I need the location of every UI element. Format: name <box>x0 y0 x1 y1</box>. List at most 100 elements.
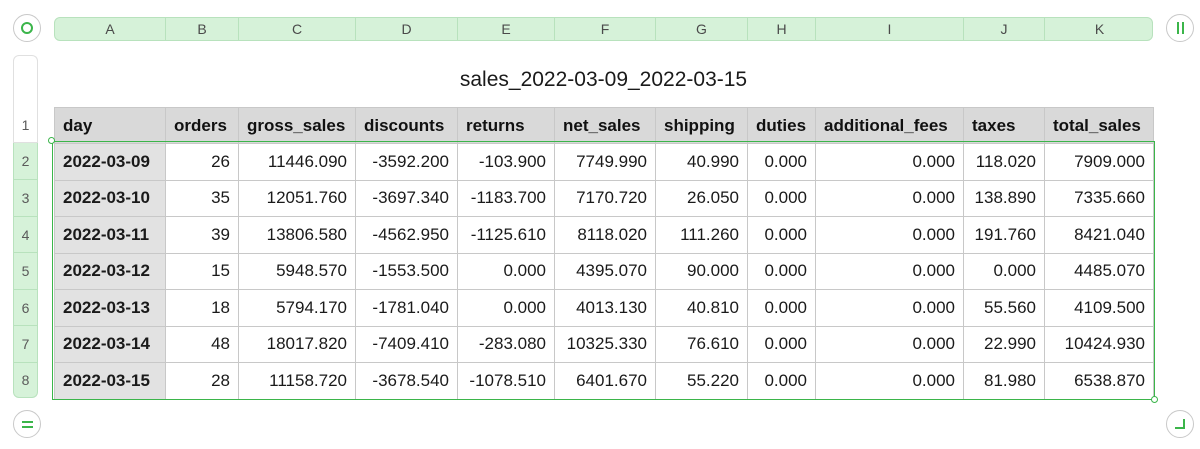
cell-additional-fees[interactable]: 0.000 <box>815 179 964 217</box>
cell-net-sales[interactable]: 4395.070 <box>554 252 656 290</box>
cell-orders[interactable]: 39 <box>165 216 239 254</box>
cell-returns[interactable]: -1183.700 <box>457 179 555 217</box>
cell-day[interactable]: 2022-03-09 <box>54 143 166 181</box>
cell-additional-fees[interactable]: 0.000 <box>815 325 964 363</box>
cell-net-sales[interactable]: 7749.990 <box>554 143 656 181</box>
cell-duties[interactable]: 0.000 <box>747 252 816 290</box>
row-header-1[interactable]: 1 <box>13 107 38 143</box>
row-header-2[interactable]: 2 <box>13 143 38 180</box>
header-cell-total-sales[interactable]: total_sales <box>1044 107 1154 144</box>
cell-gross-sales[interactable]: 5794.170 <box>238 289 356 327</box>
cell-taxes[interactable]: 22.990 <box>963 325 1045 363</box>
cell-total-sales[interactable]: 7909.000 <box>1044 143 1154 181</box>
cell-returns[interactable]: 0.000 <box>457 252 555 290</box>
column-header-e[interactable]: E <box>458 18 555 40</box>
header-cell-additional-fees[interactable]: additional_fees <box>815 107 964 144</box>
resize-table-button[interactable] <box>1166 410 1194 438</box>
cell-net-sales[interactable]: 10325.330 <box>554 325 656 363</box>
cell-discounts[interactable]: -1553.500 <box>355 252 458 290</box>
header-cell-discounts[interactable]: discounts <box>355 107 458 144</box>
cell-total-sales[interactable]: 10424.930 <box>1044 325 1154 363</box>
header-cell-net-sales[interactable]: net_sales <box>554 107 656 144</box>
cell-returns[interactable]: -103.900 <box>457 143 555 181</box>
cell-additional-fees[interactable]: 0.000 <box>815 143 964 181</box>
cell-orders[interactable]: 28 <box>165 362 239 400</box>
cell-duties[interactable]: 0.000 <box>747 179 816 217</box>
cell-net-sales[interactable]: 7170.720 <box>554 179 656 217</box>
header-cell-returns[interactable]: returns <box>457 107 555 144</box>
cell-total-sales[interactable]: 4485.070 <box>1044 252 1154 290</box>
row-header-8[interactable]: 8 <box>13 363 38 398</box>
column-header-i[interactable]: I <box>816 18 964 40</box>
row-handle-button[interactable] <box>13 410 41 438</box>
cell-shipping[interactable]: 76.610 <box>655 325 748 363</box>
column-header-f[interactable]: F <box>555 18 656 40</box>
cell-duties[interactable]: 0.000 <box>747 362 816 400</box>
cell-net-sales[interactable]: 4013.130 <box>554 289 656 327</box>
header-cell-shipping[interactable]: shipping <box>655 107 748 144</box>
row-header-3[interactable]: 3 <box>13 180 38 217</box>
cell-net-sales[interactable]: 8118.020 <box>554 216 656 254</box>
column-header-c[interactable]: C <box>239 18 356 40</box>
selection-handle-top-left[interactable] <box>48 137 55 144</box>
row-header-5[interactable]: 5 <box>13 253 38 290</box>
row-header-7[interactable]: 7 <box>13 326 38 363</box>
cell-gross-sales[interactable]: 11446.090 <box>238 143 356 181</box>
cell-discounts[interactable]: -3697.340 <box>355 179 458 217</box>
cell-orders[interactable]: 15 <box>165 252 239 290</box>
cell-day[interactable]: 2022-03-13 <box>54 289 166 327</box>
cell-taxes[interactable]: 118.020 <box>963 143 1045 181</box>
cell-shipping[interactable]: 26.050 <box>655 179 748 217</box>
cell-discounts[interactable]: -3678.540 <box>355 362 458 400</box>
header-cell-taxes[interactable]: taxes <box>963 107 1045 144</box>
cell-additional-fees[interactable]: 0.000 <box>815 252 964 290</box>
selection-handle-bottom-right[interactable] <box>1151 396 1158 403</box>
column-header-h[interactable]: H <box>748 18 816 40</box>
header-cell-gross-sales[interactable]: gross_sales <box>238 107 356 144</box>
cell-gross-sales[interactable]: 13806.580 <box>238 216 356 254</box>
cell-additional-fees[interactable]: 0.000 <box>815 216 964 254</box>
column-header-g[interactable]: G <box>656 18 748 40</box>
cell-discounts[interactable]: -7409.410 <box>355 325 458 363</box>
cell-total-sales[interactable]: 4109.500 <box>1044 289 1154 327</box>
cell-orders[interactable]: 26 <box>165 143 239 181</box>
cell-returns[interactable]: -1125.610 <box>457 216 555 254</box>
row-header-6[interactable]: 6 <box>13 290 38 326</box>
cell-day[interactable]: 2022-03-10 <box>54 179 166 217</box>
cell-gross-sales[interactable]: 5948.570 <box>238 252 356 290</box>
cell-net-sales[interactable]: 6401.670 <box>554 362 656 400</box>
cell-orders[interactable]: 18 <box>165 289 239 327</box>
cell-duties[interactable]: 0.000 <box>747 325 816 363</box>
cell-shipping[interactable]: 40.810 <box>655 289 748 327</box>
cell-taxes[interactable]: 191.760 <box>963 216 1045 254</box>
cell-total-sales[interactable]: 8421.040 <box>1044 216 1154 254</box>
cell-gross-sales[interactable]: 12051.760 <box>238 179 356 217</box>
cell-returns[interactable]: -1078.510 <box>457 362 555 400</box>
header-cell-day[interactable]: day <box>54 107 166 144</box>
cell-gross-sales[interactable]: 18017.820 <box>238 325 356 363</box>
column-header-d[interactable]: D <box>356 18 458 40</box>
cell-additional-fees[interactable]: 0.000 <box>815 362 964 400</box>
cell-discounts[interactable]: -3592.200 <box>355 143 458 181</box>
cell-shipping[interactable]: 55.220 <box>655 362 748 400</box>
header-cell-orders[interactable]: orders <box>165 107 239 144</box>
cell-duties[interactable]: 0.000 <box>747 143 816 181</box>
cell-total-sales[interactable]: 7335.660 <box>1044 179 1154 217</box>
cell-shipping[interactable]: 90.000 <box>655 252 748 290</box>
cell-taxes[interactable]: 55.560 <box>963 289 1045 327</box>
cell-day[interactable]: 2022-03-12 <box>54 252 166 290</box>
cell-day[interactable]: 2022-03-14 <box>54 325 166 363</box>
column-header-k[interactable]: K <box>1094 21 1105 37</box>
column-header-j[interactable]: J <box>964 18 1045 40</box>
column-header-b[interactable]: B <box>166 18 239 40</box>
cell-returns[interactable]: -283.080 <box>457 325 555 363</box>
cell-discounts[interactable]: -4562.950 <box>355 216 458 254</box>
cell-additional-fees[interactable]: 0.000 <box>815 289 964 327</box>
cell-day[interactable]: 2022-03-11 <box>54 216 166 254</box>
cell-discounts[interactable]: -1781.040 <box>355 289 458 327</box>
cell-orders[interactable]: 35 <box>165 179 239 217</box>
cell-duties[interactable]: 0.000 <box>747 216 816 254</box>
cell-day[interactable]: 2022-03-15 <box>54 362 166 400</box>
cell-shipping[interactable]: 40.990 <box>655 143 748 181</box>
row-header-4[interactable]: 4 <box>13 217 38 253</box>
